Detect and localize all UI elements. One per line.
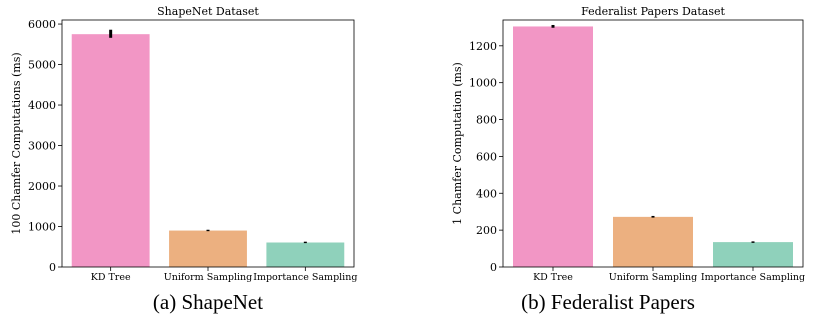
y-tick-label: 800 (476, 114, 497, 127)
figure-caption: (a) ShapeNet (153, 290, 263, 314)
chart-title: Federalist Papers Dataset (581, 5, 725, 18)
bar-importance-sampling (266, 242, 345, 267)
x-tick-label: KD Tree (533, 272, 573, 283)
x-tick-label: Importance Sampling (701, 272, 805, 283)
chart-panel-2: 0 200 400 600 800 1000 1200 KD Tree Uniform Samp… (451, 5, 805, 314)
y-axis-label: 100 Chamfer Computations (ms) (10, 52, 23, 234)
y-tick-label: 1000 (469, 77, 497, 90)
y-tick-label: 1200 (469, 40, 497, 53)
y-tick-label: 4000 (28, 99, 56, 112)
y-axis-label: 1 Chamfer Computation (ms) (451, 62, 464, 225)
x-tick-label: KD Tree (91, 272, 131, 283)
y-tick-label: 600 (476, 150, 497, 163)
y-tick-label: 400 (476, 187, 497, 200)
y-tick-label: 3000 (28, 140, 56, 153)
bar-importance-sampling (713, 242, 793, 267)
y-tick-label: 0 (490, 261, 497, 274)
y-tick-label: 2000 (28, 180, 56, 193)
bar-kd-tree (513, 26, 593, 267)
x-tick-label: Importance Sampling (253, 272, 357, 283)
y-tick-label: 6000 (28, 18, 56, 31)
chart-panel-1: 0 1000 2000 3000 4000 5000 6000 KD Tree Uniform … (10, 5, 357, 314)
bar-uniform-sampling (613, 216, 693, 267)
bar-kd-tree (71, 34, 150, 267)
chart-title: ShapeNet Dataset (157, 5, 259, 18)
y-tick-label: 5000 (28, 59, 56, 72)
x-tick-label: Uniform Sampling (609, 272, 698, 283)
x-tick-label: Uniform Sampling (164, 272, 253, 283)
bar-uniform-sampling (169, 230, 247, 267)
y-tick-label: 0 (49, 261, 56, 274)
y-tick-label: 200 (476, 224, 497, 237)
y-tick-label: 1000 (28, 221, 56, 234)
figure-caption: (b) Federalist Papers (521, 290, 695, 314)
